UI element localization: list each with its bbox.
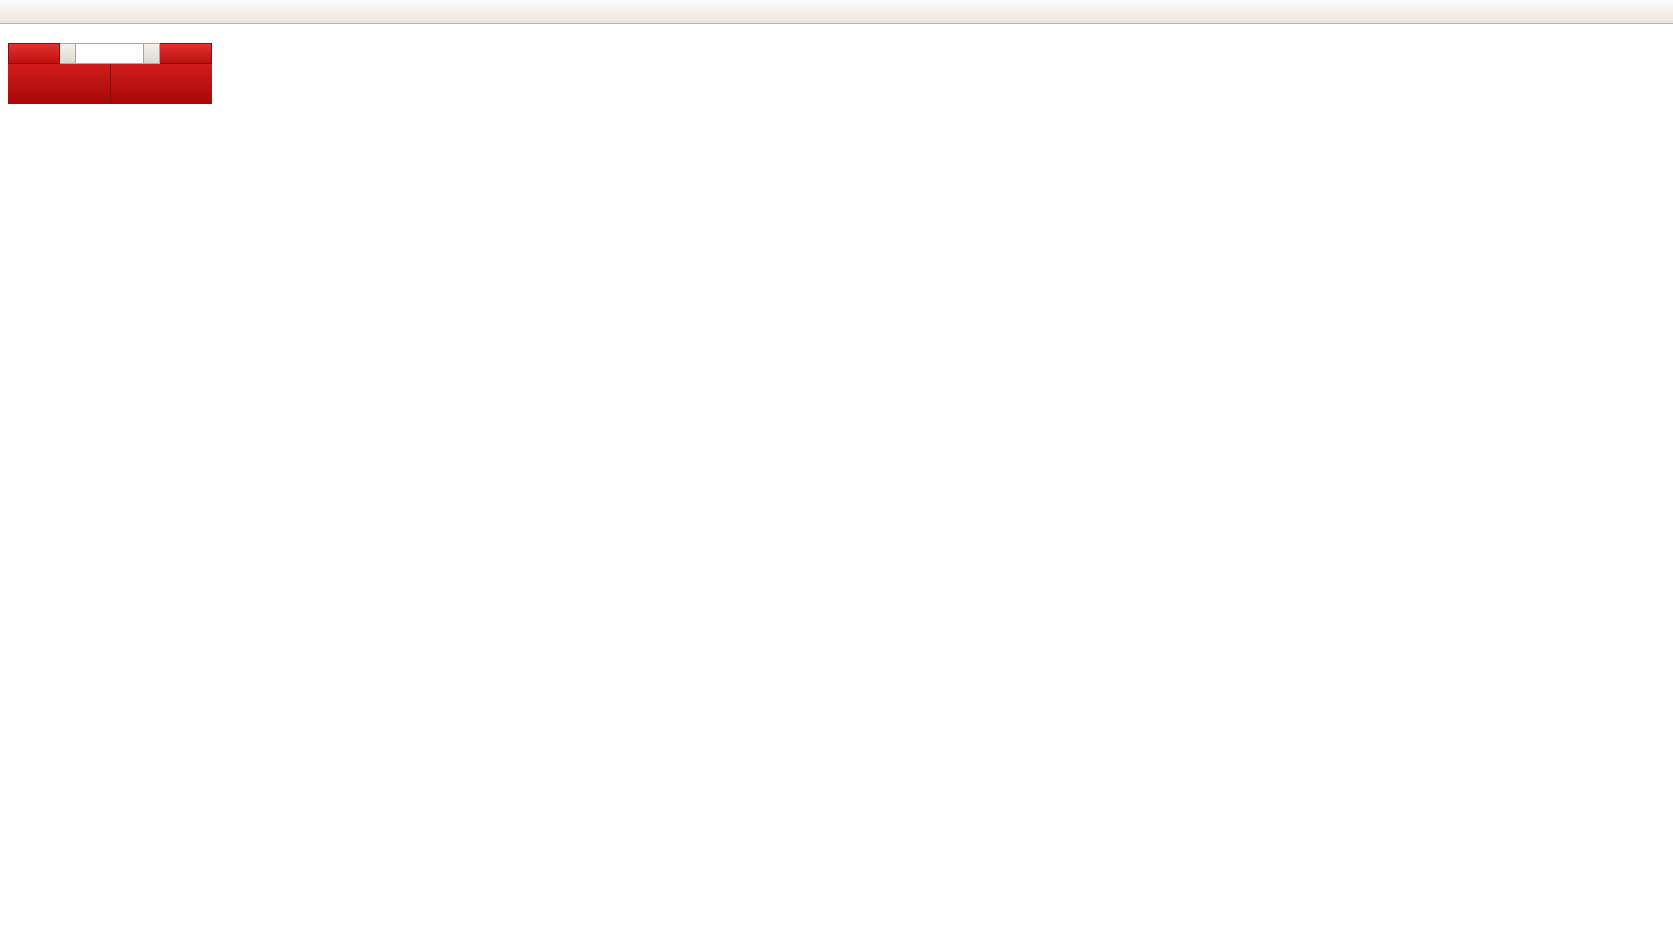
price-chart[interactable] — [0, 24, 1673, 950]
chart-window[interactable] — [0, 24, 1673, 950]
buy-button[interactable] — [160, 43, 212, 64]
sell-price[interactable] — [8, 64, 110, 104]
volume-down-button[interactable] — [60, 43, 76, 64]
main-toolbar — [0, 0, 1673, 24]
sell-button[interactable] — [8, 43, 60, 64]
volume-up-button[interactable] — [144, 43, 160, 64]
one-click-trading-widget — [8, 43, 212, 104]
volume-input[interactable] — [76, 43, 144, 64]
buy-price[interactable] — [110, 64, 212, 104]
